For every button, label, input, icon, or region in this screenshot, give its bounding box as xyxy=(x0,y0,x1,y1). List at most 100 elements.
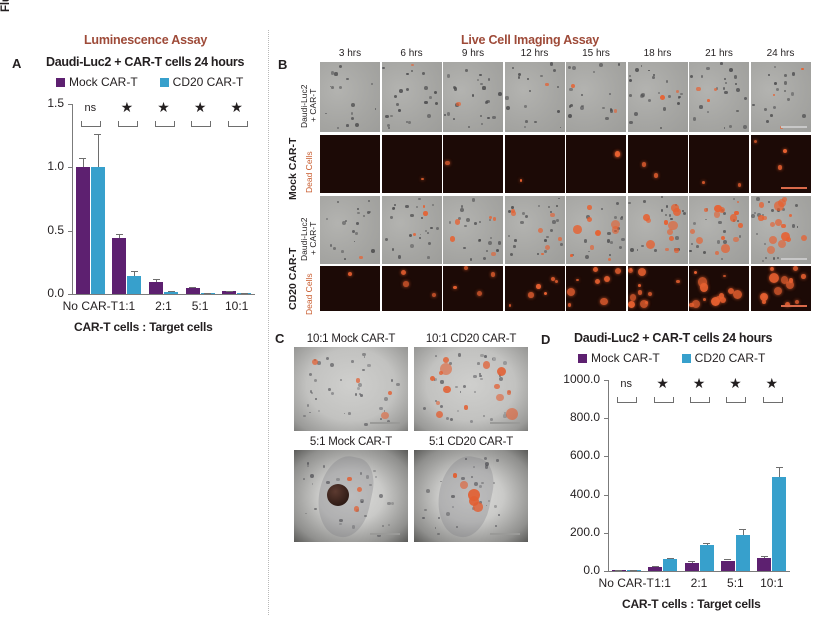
dead-cell-spot xyxy=(795,300,800,305)
panel-b-microscopy-tile xyxy=(750,266,811,311)
cell-spot xyxy=(478,238,482,242)
cell-spot xyxy=(365,475,370,479)
cell-spot xyxy=(689,75,693,79)
bar-mock-car-t-2-1 xyxy=(684,562,699,571)
dead-cell-spot xyxy=(411,63,414,67)
dead-cell-spot xyxy=(659,95,665,101)
cell-spot xyxy=(493,481,496,484)
cell-spot xyxy=(497,514,500,516)
dead-cell-spot xyxy=(519,179,523,183)
luminescence-assay-title: Luminescence Assay xyxy=(84,33,208,47)
cell-spot xyxy=(433,377,438,382)
cell-spot xyxy=(664,213,667,216)
significance-bracket xyxy=(762,397,783,403)
dead-cell-spot xyxy=(537,227,543,233)
dead-cell-spot xyxy=(629,294,637,301)
cell-spot xyxy=(692,221,696,225)
cell-spot xyxy=(610,241,613,245)
cell-spot xyxy=(329,85,332,88)
error-bar-cap xyxy=(724,558,732,560)
panel-b-letter: B xyxy=(278,57,288,72)
cell-spot xyxy=(362,353,366,357)
cell-spot xyxy=(652,75,656,79)
cell-spot xyxy=(642,199,646,203)
dead-cell-spot xyxy=(699,282,709,292)
significance-bracket xyxy=(191,121,212,127)
cell-spot xyxy=(449,417,454,421)
panel-a-plot-area: 0.0 0.5 1.0 1.5 No CAR-T 1:1 2:1 5:1 10:1 ns ★ ★ ★ ★ xyxy=(47,96,255,313)
dead-cell-spot xyxy=(767,246,776,255)
cell-spot xyxy=(677,101,681,105)
cell-spot xyxy=(310,391,314,394)
bar-mock-car-t-10-1 xyxy=(222,291,237,294)
dead-cell-spot xyxy=(692,300,700,309)
tile-content xyxy=(443,135,503,193)
cell-spot xyxy=(628,74,631,77)
cell-spot xyxy=(386,420,390,424)
cell-spot xyxy=(446,511,450,516)
dead-cell-spot xyxy=(312,358,319,365)
error-bar-cap xyxy=(130,270,138,272)
cell-spot xyxy=(488,218,492,222)
cell-spot xyxy=(336,477,340,482)
cell-spot xyxy=(484,465,489,469)
cell-spot xyxy=(339,522,342,526)
cell-spot xyxy=(385,237,389,242)
dead-cell-spot xyxy=(762,300,767,304)
cell-spot xyxy=(507,210,511,214)
cell-spot xyxy=(357,387,360,391)
dead-cell-spot xyxy=(412,233,416,237)
error-bar-cap xyxy=(775,466,783,468)
x-category-label: 5:1 xyxy=(191,299,209,313)
tile-content xyxy=(382,135,442,193)
dead-cell-spot xyxy=(495,393,504,402)
cell-spot xyxy=(385,114,389,119)
tile-content xyxy=(689,266,749,311)
cell-spot xyxy=(556,85,559,88)
dead-cell-spot xyxy=(721,244,730,253)
dead-cell-spot xyxy=(347,476,352,482)
dead-cell-spot xyxy=(541,252,544,256)
y-tick-mark xyxy=(68,167,72,169)
x-category-label: 2:1 xyxy=(155,299,172,313)
error-bar-cap xyxy=(115,233,123,235)
cell-spot xyxy=(479,114,483,118)
cell-spot xyxy=(683,211,687,215)
cell-spot xyxy=(524,214,529,218)
panel-b-microscopy-tile xyxy=(504,62,565,132)
dead-cell-spot xyxy=(778,239,787,249)
scale-bar xyxy=(780,126,807,128)
tile-content xyxy=(320,266,380,311)
x-category-label: 10:1 xyxy=(225,299,249,313)
panel-a-x-axis-title: CAR-T cells : Target cells xyxy=(74,320,213,334)
cell-spot xyxy=(602,106,605,110)
cell-spot xyxy=(773,106,777,110)
cell-spot xyxy=(340,379,343,382)
significance-label: ★ xyxy=(729,375,742,391)
cell-spot xyxy=(480,82,483,86)
dead-cell-spot xyxy=(637,290,643,295)
cell-spot xyxy=(723,127,726,129)
cell-spot xyxy=(314,378,318,382)
cell-spot xyxy=(440,380,444,384)
cell-spot xyxy=(317,409,321,413)
legend-label-mock-d: Mock CAR-T xyxy=(591,351,660,365)
dead-cell-spot xyxy=(780,223,786,229)
cell-spot xyxy=(511,206,514,209)
cell-spot xyxy=(478,221,482,224)
cell-spot xyxy=(692,117,697,121)
dead-cell-spot xyxy=(642,162,647,167)
error-bar-cap xyxy=(630,570,638,572)
cell-spot xyxy=(420,217,423,220)
panel-b-time-header: 6 hrs xyxy=(400,48,423,59)
cell-spot xyxy=(325,218,329,221)
tile-content xyxy=(414,347,528,431)
dead-cell-spot xyxy=(654,173,659,178)
panel-d-y-axis-line xyxy=(608,380,609,572)
tile-content xyxy=(320,135,380,193)
cell-spot xyxy=(455,525,459,528)
cell-spot xyxy=(588,250,590,253)
panel-b-microscopy-tile xyxy=(566,135,626,193)
cell-spot xyxy=(528,90,531,93)
significance-label: ★ xyxy=(656,375,669,391)
